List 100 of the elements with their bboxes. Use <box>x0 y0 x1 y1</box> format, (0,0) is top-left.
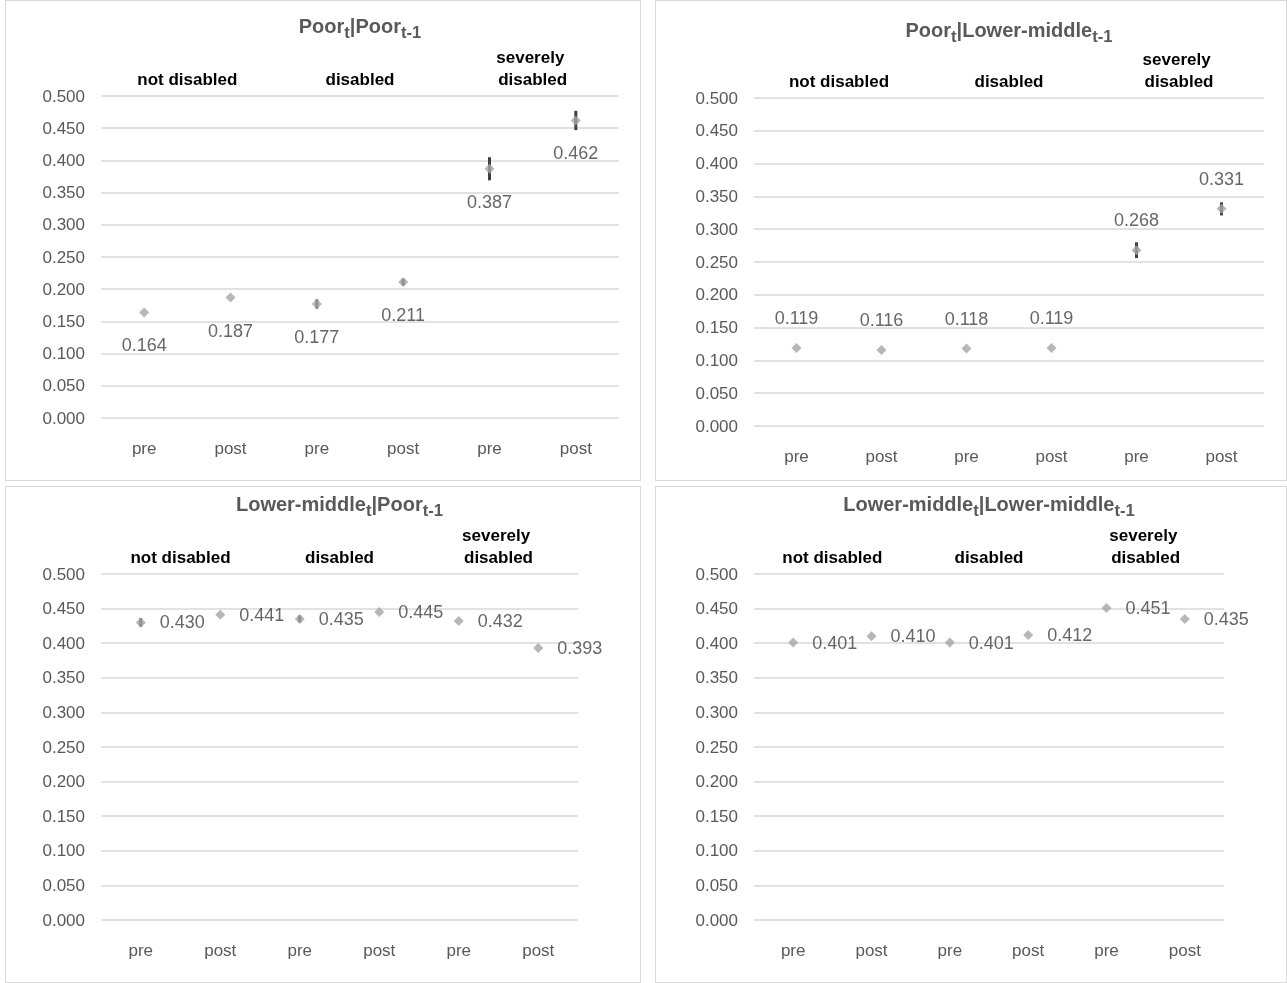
y-tick-label: 0.500 <box>42 86 85 106</box>
x-tick-label: post <box>855 941 888 960</box>
y-tick-label: 0.000 <box>695 416 738 436</box>
y-tick-label: 0.500 <box>695 564 738 584</box>
data-label: 0.410 <box>890 626 936 647</box>
y-tick-label: 0.400 <box>42 150 85 170</box>
y-tick-label: 0.250 <box>42 247 85 267</box>
x-tick-label: post <box>559 439 593 458</box>
data-label: 0.187 <box>207 320 254 341</box>
data-label: 0.445 <box>398 602 444 623</box>
text: not disabled <box>130 547 231 567</box>
y-tick-label: 0.350 <box>42 668 85 688</box>
y-tick-label: 0.350 <box>695 668 738 688</box>
x-tick-label: post <box>204 941 237 960</box>
y-tick-label: 0.500 <box>42 564 85 584</box>
x-tick-label: pre <box>287 941 313 960</box>
y-tick-label: 0.400 <box>695 154 738 174</box>
data-label: 0.441 <box>239 604 285 625</box>
x-tick-label: post <box>865 447 898 466</box>
x-tick-label: pre <box>477 439 502 458</box>
x-tick-label: pre <box>446 941 472 960</box>
data-label: 0.116 <box>859 309 904 330</box>
data-label: 0.164 <box>121 335 167 356</box>
y-tick-label: 0.200 <box>695 285 738 305</box>
text: severely disabled <box>462 525 535 567</box>
x-tick-label: post <box>1012 941 1045 960</box>
x-tick-label: post <box>214 439 247 458</box>
x-tick-label: post <box>387 439 420 458</box>
text: not disabled <box>782 547 883 567</box>
y-tick-label: 0.050 <box>42 376 85 396</box>
x-tick-label: pre <box>780 941 806 960</box>
x-tick-label: pre <box>128 941 154 960</box>
y-tick-label: 0.050 <box>42 875 85 895</box>
y-tick-label: 0.400 <box>42 633 85 653</box>
y-tick-label: 0.200 <box>42 772 85 792</box>
chart-title: Lower-middle$_{t}$|Lower-middle$_{t-1}$ <box>842 493 1136 521</box>
y-tick-label: 0.300 <box>695 219 738 239</box>
y-tick-label: 0.000 <box>42 910 85 930</box>
x-tick-label: pre <box>1124 447 1149 466</box>
data-label: 0.451 <box>1125 597 1171 618</box>
data-label: 0.435 <box>318 608 364 629</box>
y-tick-label: 0.000 <box>42 408 85 428</box>
y-tick-label: 0.050 <box>695 383 738 403</box>
data-label: 0.430 <box>159 612 205 633</box>
data-label: 0.268 <box>1113 210 1160 231</box>
x-tick-label: pre <box>784 447 809 466</box>
text: severely disabled <box>1142 49 1216 91</box>
y-tick-label: 0.150 <box>42 311 85 331</box>
data-label: 0.387 <box>466 191 513 212</box>
data-label: 0.401 <box>968 632 1014 653</box>
y-tick-label: 0.450 <box>42 118 85 138</box>
data-label: 0.119 <box>1029 307 1074 328</box>
y-tick-label: 0.350 <box>695 186 738 206</box>
y-tick-label: 0.200 <box>42 279 85 299</box>
data-label: 0.435 <box>1203 608 1249 629</box>
y-tick-label: 0.100 <box>695 841 738 861</box>
data-label: 0.119 <box>774 307 819 328</box>
x-tick-label: post <box>1168 941 1202 960</box>
data-label: 0.393 <box>557 638 603 659</box>
x-tick-label: post <box>363 941 396 960</box>
y-tick-label: 0.450 <box>695 599 738 619</box>
y-tick-label: 0.100 <box>42 344 85 364</box>
y-tick-label: 0.150 <box>695 806 738 826</box>
y-tick-label: 0.250 <box>695 252 738 272</box>
y-tick-label: 0.450 <box>42 599 85 619</box>
data-label: 0.432 <box>477 611 523 632</box>
x-tick-label: post <box>522 941 555 960</box>
y-tick-label: 0.500 <box>695 88 738 108</box>
text: disabled <box>954 547 1024 567</box>
y-tick-label: 0.000 <box>695 910 738 930</box>
data-label: 0.412 <box>1047 624 1093 645</box>
text: not disabled <box>788 71 890 91</box>
y-tick-label: 0.300 <box>695 702 738 722</box>
text: disabled <box>974 71 1044 91</box>
x-tick-label: pre <box>954 447 979 466</box>
x-tick-label: pre <box>1094 941 1119 960</box>
y-tick-label: 0.350 <box>42 183 85 203</box>
y-tick-label: 0.450 <box>695 121 738 141</box>
y-tick-label: 0.100 <box>695 350 738 370</box>
data-label: 0.118 <box>944 308 989 329</box>
y-tick-label: 0.050 <box>695 875 738 895</box>
y-tick-label: 0.150 <box>42 806 85 826</box>
y-tick-label: 0.250 <box>42 737 85 757</box>
data-label: 0.401 <box>812 632 858 653</box>
x-tick-label: pre <box>937 941 963 960</box>
x-tick-label: pre <box>304 439 330 458</box>
chart-title: Poor$_{t}$|Poor$_{t-1}$ <box>297 15 423 43</box>
data-label: 0.211 <box>381 305 426 326</box>
text: severely disabled <box>496 47 570 89</box>
text: severely disabled <box>1109 525 1183 567</box>
y-tick-label: 0.300 <box>42 702 85 722</box>
data-label: 0.331 <box>1198 168 1245 189</box>
y-tick-label: 0.150 <box>695 318 738 338</box>
chart-title: Poor$_{t}$|Lower-middle$_{t-1}$ <box>904 19 1114 47</box>
data-label: 0.462 <box>553 143 599 164</box>
text: disabled <box>325 69 395 89</box>
y-tick-label: 0.200 <box>695 772 738 792</box>
x-tick-label: post <box>1205 447 1238 466</box>
text: disabled <box>305 547 374 567</box>
x-tick-label: pre <box>131 439 157 458</box>
